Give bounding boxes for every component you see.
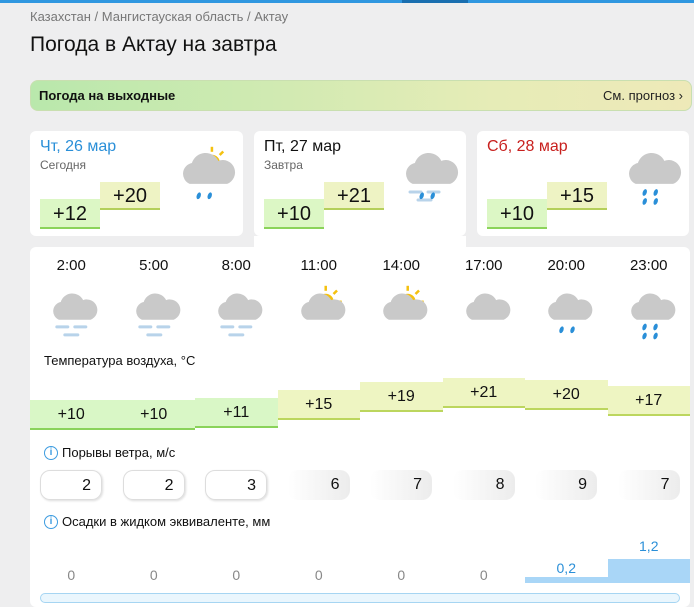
rain-icon <box>617 143 683 214</box>
temp-bar: +19 <box>360 382 443 412</box>
wind-gust: 7 <box>617 470 680 500</box>
precip-value: 1,2 <box>639 538 659 554</box>
info-icon[interactable]: i <box>44 445 58 460</box>
max-temp: +21 <box>324 182 384 210</box>
hour-time: 17:00 <box>464 257 503 274</box>
partly-sunny-rain-icon <box>171 143 237 214</box>
weekend-banner[interactable]: Погода на выходные См. прогноз › <box>30 80 692 111</box>
day-card[interactable]: Сб, 28 мар +10 +15 <box>477 131 689 236</box>
selected-card-connector <box>254 236 466 248</box>
wind-gust: 7 <box>370 470 432 500</box>
hour-time: 11:00 <box>300 257 337 274</box>
temp-label-text: Температура воздуха, °C <box>44 353 196 368</box>
wind-gust: 8 <box>452 470 515 500</box>
day-title: Чт, 26 мар <box>40 138 117 155</box>
fog-cloud-icon <box>30 285 113 341</box>
partly-sunny-icon <box>278 285 361 341</box>
hour-time: 8:00 <box>221 257 251 274</box>
wind-gust: 6 <box>287 470 350 500</box>
day-title: Сб, 28 мар <box>487 138 568 155</box>
chevron-right-icon: › <box>678 88 683 103</box>
day-subtitle: Сегодня <box>40 158 86 172</box>
hour-time: 14:00 <box>382 257 421 274</box>
precip-value: 0 <box>149 567 158 583</box>
min-temp: +10 <box>264 199 324 229</box>
precip-value: 0 <box>314 567 323 583</box>
light-rain-icon <box>525 285 608 341</box>
temp-bar: +10 <box>30 400 113 430</box>
min-temp: +10 <box>487 199 547 229</box>
min-temp: +12 <box>40 199 100 229</box>
hour-time: 2:00 <box>56 257 86 274</box>
precip-bar <box>525 577 608 583</box>
temp-label: Температура воздуха, °C <box>44 353 195 368</box>
partly-sunny-icon <box>360 285 443 341</box>
precip-value: 0 <box>67 567 76 583</box>
day-subtitle: Завтра <box>264 158 303 172</box>
wind-gust: 2 <box>122 470 185 500</box>
breadcrumb[interactable]: Казахстан / Мангистауская область / Акта… <box>30 9 289 24</box>
day-title: Пт, 27 мар <box>264 138 341 155</box>
temp-bar: +21 <box>442 378 525 408</box>
max-temp: +20 <box>100 182 160 210</box>
cloud-icon <box>443 285 526 341</box>
day-card[interactable]: Чт, 26 мар Сегодня +12 +20 <box>30 131 243 236</box>
temp-bar: +17 <box>607 386 690 416</box>
wind-gust: 9 <box>535 470 597 500</box>
page-title: Погода в Актау на завтра <box>30 33 277 56</box>
rain-icon <box>608 285 691 341</box>
max-temp: +15 <box>547 182 607 210</box>
precip-value: 0 <box>397 567 406 583</box>
wind-label: i Порывы ветра, м/с <box>44 445 175 460</box>
precip-label: i Осадки в жидком эквиваленте, мм <box>44 514 270 529</box>
hour-time: 20:00 <box>547 257 586 274</box>
see-forecast-text: См. прогноз <box>603 88 676 103</box>
temp-bar: +11 <box>195 398 278 428</box>
top-bar-active-segment <box>402 0 468 3</box>
top-bar <box>0 0 694 3</box>
wind-gust: 2 <box>40 470 102 500</box>
temp-bar: +20 <box>525 380 608 410</box>
precip-value: 0 <box>479 567 488 583</box>
fog-cloud-icon <box>113 285 196 341</box>
info-icon[interactable]: i <box>44 514 58 529</box>
hour-time: 23:00 <box>629 257 668 274</box>
temp-bar: +10 <box>112 400 195 430</box>
precip-value: 0,2 <box>556 560 576 576</box>
wind-gust: 3 <box>205 470 267 500</box>
bottom-info-box <box>40 593 680 603</box>
precip-bar <box>607 559 690 583</box>
wind-label-text: Порывы ветра, м/с <box>62 445 176 460</box>
day-card[interactable]: Пт, 27 мар Завтра +10 +21 <box>254 131 466 236</box>
hour-time: 5:00 <box>139 257 169 274</box>
temp-bar: +15 <box>277 390 360 420</box>
weekend-label: Погода на выходные <box>39 88 176 103</box>
fog-rain-icon <box>394 143 460 214</box>
see-forecast-link[interactable]: См. прогноз › <box>603 88 683 103</box>
hourly-panel: Температура воздуха, °C i Порывы ветра, м… <box>30 247 690 607</box>
precip-label-text: Осадки в жидком эквиваленте, мм <box>62 514 271 529</box>
precip-value: 0 <box>232 567 241 583</box>
fog-cloud-icon <box>195 285 278 341</box>
